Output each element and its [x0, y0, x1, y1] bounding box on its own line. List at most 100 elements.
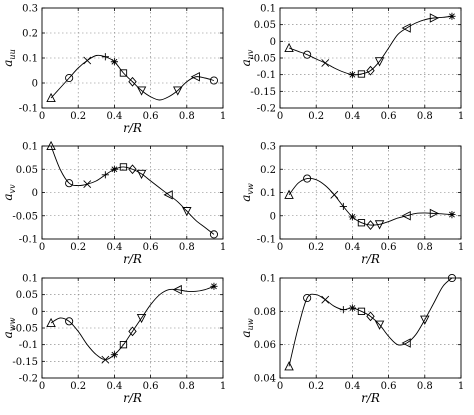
y-tick-label: 0.06 — [254, 340, 276, 351]
y-axis-label: auv — [239, 49, 255, 66]
data-point-triangle-left — [163, 190, 173, 200]
x-tick-label: 0.2 — [308, 111, 324, 122]
y-axis-label: avw — [239, 183, 255, 202]
data-point-square — [357, 219, 366, 227]
data-point-star — [448, 12, 456, 20]
y-tick-label: 0.3 — [260, 142, 276, 153]
data-point-triangle-down — [136, 169, 147, 180]
x-tick-label: 0 — [277, 242, 283, 253]
plot-frame — [41, 145, 224, 240]
data-point-square — [357, 307, 366, 315]
data-point-diamond — [366, 65, 375, 76]
y-tick-label: 0 — [32, 79, 38, 90]
y-tick-label: -0.05 — [12, 324, 38, 335]
x-tick-label: 1 — [220, 242, 226, 253]
y-tick-label: 0.1 — [22, 54, 38, 65]
x-tick-label: 0.8 — [417, 242, 433, 253]
data-point-star — [110, 351, 118, 359]
y-tick-label: -0.2 — [19, 374, 38, 385]
data-point-triangle-left — [401, 23, 411, 33]
series-curve — [288, 277, 453, 367]
y-tick-label: 0.1 — [22, 142, 38, 153]
x-tick-label: 0.2 — [70, 111, 86, 122]
y-tick-label: 0.05 — [16, 290, 38, 301]
data-point-circle — [209, 76, 218, 85]
y-axis-label: auu — [1, 49, 17, 66]
y-tick-label: 0 — [270, 211, 276, 222]
subplot-2: 0 0.2 0.4 0.6 0.8 1 -0.2 -0.15 -0.1 -0.05 0 0.05 0.1… — [239, 4, 464, 123]
data-point-diamond — [128, 326, 137, 337]
y-tick-label: 0.1 — [260, 188, 276, 199]
y-tick-label: 0.1 — [260, 4, 276, 15]
y-axis-label: auw — [239, 318, 255, 337]
data-point-triangle-down — [374, 57, 385, 67]
subplot-5: 0 0.2 0.4 0.6 0.8 1 -0.2 -0.15 -0.1 -0.05 0 0.05 0.1… — [1, 274, 226, 406]
x-tick-label: 0.4 — [106, 242, 122, 253]
data-point-star — [348, 71, 356, 79]
data-point-star — [448, 210, 456, 219]
x-tick-label: 0.2 — [70, 242, 86, 253]
data-point-triangle-up — [46, 92, 56, 103]
y-tick-label: -0.1 — [257, 235, 276, 246]
y-tick-label: 0.3 — [22, 4, 38, 15]
x-tick-label: 0.4 — [106, 111, 122, 122]
data-point-plus — [101, 53, 109, 61]
data-point-triangle-down — [136, 86, 147, 96]
x-tick-label: 0 — [39, 381, 45, 392]
y-tick-label: -0.1 — [19, 340, 38, 351]
y-tick-label: 0.08 — [254, 307, 276, 318]
data-point-square — [119, 69, 128, 77]
data-point-plus — [101, 171, 109, 179]
data-point-circle — [65, 73, 74, 83]
x-tick-label: 0.8 — [417, 381, 433, 392]
data-point-triangle-down — [182, 207, 192, 217]
x-tick-label: 0 — [277, 111, 283, 122]
y-tick-label: 0.1 — [22, 274, 38, 285]
x-tick-label: 0.6 — [381, 242, 397, 253]
series-curve — [288, 15, 453, 76]
x-tick-label: 0.8 — [179, 111, 195, 122]
y-tick-label: -0.05 — [12, 211, 38, 222]
x-tick-label: 0.8 — [179, 381, 195, 392]
data-point-circle — [209, 230, 218, 239]
data-point-x — [83, 180, 92, 189]
y-tick-label: 0.05 — [16, 165, 38, 176]
y-axis-label: aww — [1, 317, 17, 338]
y-axis-label: avv — [1, 184, 17, 201]
x-tick-label: 0.8 — [417, 111, 433, 122]
data-point-circle — [303, 293, 312, 303]
x-tick-label: 0 — [39, 242, 45, 253]
data-point-circle — [303, 50, 312, 59]
series-curve — [50, 285, 215, 361]
data-point-triangle-down — [374, 220, 385, 230]
y-tick-label: -0.15 — [250, 87, 276, 98]
series-curve — [50, 145, 215, 235]
x-tick-label: 0.4 — [344, 111, 360, 122]
data-point-plus — [339, 306, 347, 314]
y-tick-label: 0.2 — [22, 29, 38, 40]
x-axis-label: r/R — [361, 252, 380, 266]
data-point-triangle-left — [190, 72, 200, 82]
data-point-triangle-down — [420, 315, 430, 325]
data-point-triangle-up — [284, 189, 294, 199]
y-tick-label: 0.1 — [260, 274, 276, 285]
x-axis-label: r/R — [123, 252, 142, 266]
data-point-square — [357, 70, 366, 78]
x-tick-label: 0.2 — [70, 381, 86, 392]
y-tick-label: -0.1 — [257, 70, 276, 81]
x-tick-label: 1 — [220, 381, 226, 392]
data-point-star — [348, 213, 356, 221]
x-tick-label: 0 — [39, 111, 45, 122]
series-curve — [288, 177, 452, 226]
data-point-star — [348, 304, 356, 312]
x-tick-label: 0.4 — [344, 242, 360, 253]
x-tick-label: 0.4 — [106, 381, 122, 392]
data-point-x — [83, 56, 92, 65]
subplot-6: 0 0.2 0.4 0.6 0.8 1 0.04 0.06 0.08 0.1 r/R auw — [239, 274, 464, 406]
y-tick-label: 0.2 — [260, 165, 276, 176]
data-point-diamond — [366, 220, 375, 230]
data-point-square — [119, 341, 128, 349]
